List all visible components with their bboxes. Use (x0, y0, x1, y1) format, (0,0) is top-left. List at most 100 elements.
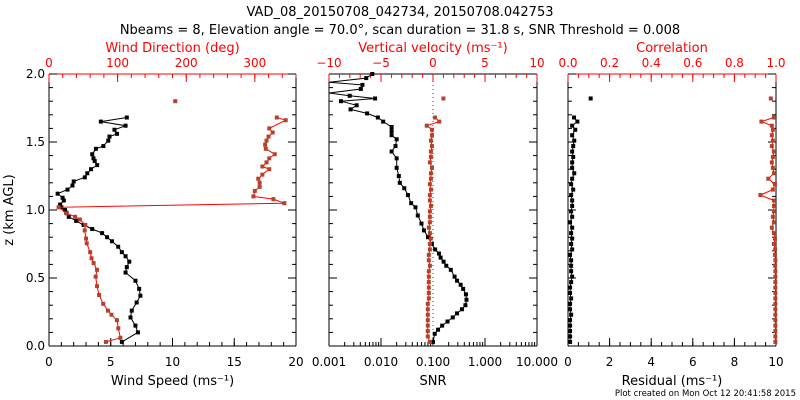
data-point (428, 154, 433, 159)
data-point (569, 242, 574, 246)
x_bottom-tick-label: 4 (647, 355, 655, 369)
data-point (394, 165, 399, 170)
data-point (88, 250, 93, 255)
data-point (568, 323, 573, 328)
data-point (571, 144, 576, 149)
data-point (427, 339, 432, 344)
x_bottom-tick-label: 0.001 (312, 355, 346, 369)
data-point (425, 312, 430, 317)
data-point (419, 221, 424, 226)
data-point (569, 263, 574, 268)
data-point (267, 156, 272, 161)
x_bottom-tick-label: 1.000 (468, 355, 502, 369)
data-point (570, 176, 575, 181)
y-tick-label: 1.0 (26, 203, 45, 217)
data-point (428, 149, 433, 154)
data-point (105, 235, 110, 240)
x_top-tick-label: 0.8 (725, 56, 744, 70)
data-point (118, 335, 123, 340)
x_bottom-axis-label: Residual (ms⁻¹) (622, 374, 723, 389)
data-point (427, 247, 432, 252)
data-point (56, 205, 61, 210)
data-point (426, 269, 431, 274)
data-point (283, 118, 288, 123)
data-point (91, 261, 96, 266)
x_top-tick-label: 0.0 (558, 56, 577, 70)
data-point (424, 123, 429, 128)
data-point (771, 149, 776, 154)
data-point (758, 193, 763, 198)
data-point (773, 307, 778, 312)
data-point (84, 241, 89, 246)
x_bottom-tick-label: 0 (45, 355, 53, 369)
data-point (569, 280, 574, 285)
data-point (568, 339, 573, 344)
y-axis-label: z (km AGL) (2, 174, 17, 245)
data-point (569, 296, 574, 301)
data-point (440, 323, 445, 328)
data-point (402, 186, 407, 191)
data-point (570, 198, 575, 203)
data-point (426, 296, 431, 301)
data-point (570, 236, 575, 241)
data-point (569, 193, 574, 198)
data-point (114, 131, 119, 136)
data-point (82, 175, 87, 180)
data-point (93, 274, 98, 279)
data-point (572, 171, 577, 176)
x_top-tick-label: 0.6 (683, 56, 702, 70)
data-point (65, 187, 70, 192)
data-point (575, 119, 580, 124)
data-point (444, 263, 449, 268)
data-point (365, 111, 370, 116)
data-point (106, 138, 111, 143)
data-point (428, 236, 433, 241)
data-point (770, 154, 775, 159)
x_bottom-tick-label: 15 (227, 355, 242, 369)
data-point (450, 315, 455, 320)
x_top-tick-label: −5 (372, 56, 390, 70)
data-point (459, 307, 464, 312)
plot-created-footer: Plot created on Mon Oct 12 20:41:58 2015 (615, 389, 796, 399)
data-point (137, 286, 142, 291)
data-point (773, 258, 778, 263)
data-point (572, 115, 577, 120)
data-point (438, 255, 443, 260)
data-point (360, 82, 365, 87)
data-point (95, 267, 100, 272)
x_bottom-tick-label: 10.000 (516, 355, 558, 369)
data-point (256, 176, 261, 181)
data-point (773, 269, 778, 274)
x_top-tick-label: −10 (316, 56, 341, 70)
data-point (772, 182, 777, 187)
data-point (71, 179, 76, 184)
data-point (74, 218, 79, 223)
data-point (270, 130, 275, 135)
data-point (405, 193, 410, 198)
data-point (437, 119, 442, 124)
data-point (433, 115, 438, 120)
data-point (89, 256, 94, 261)
x_top-tick-label: 300 (243, 56, 266, 70)
data-point (569, 258, 574, 263)
data-point (570, 247, 575, 252)
data-point (769, 144, 774, 149)
data-point (458, 282, 463, 287)
data-point (427, 209, 432, 214)
data-point (263, 142, 268, 147)
data-point (455, 311, 460, 316)
data-point (124, 115, 129, 120)
data-point (267, 126, 272, 131)
data-point (769, 123, 774, 128)
data-point (570, 160, 575, 165)
data-point (426, 252, 431, 257)
data-point (114, 318, 119, 323)
data-point (394, 156, 399, 161)
data-point (426, 290, 431, 295)
data-point (425, 329, 430, 334)
data-point (571, 187, 576, 192)
data-point (282, 201, 287, 206)
data-point (773, 339, 778, 344)
data-point (264, 160, 269, 165)
data-point (769, 225, 774, 230)
